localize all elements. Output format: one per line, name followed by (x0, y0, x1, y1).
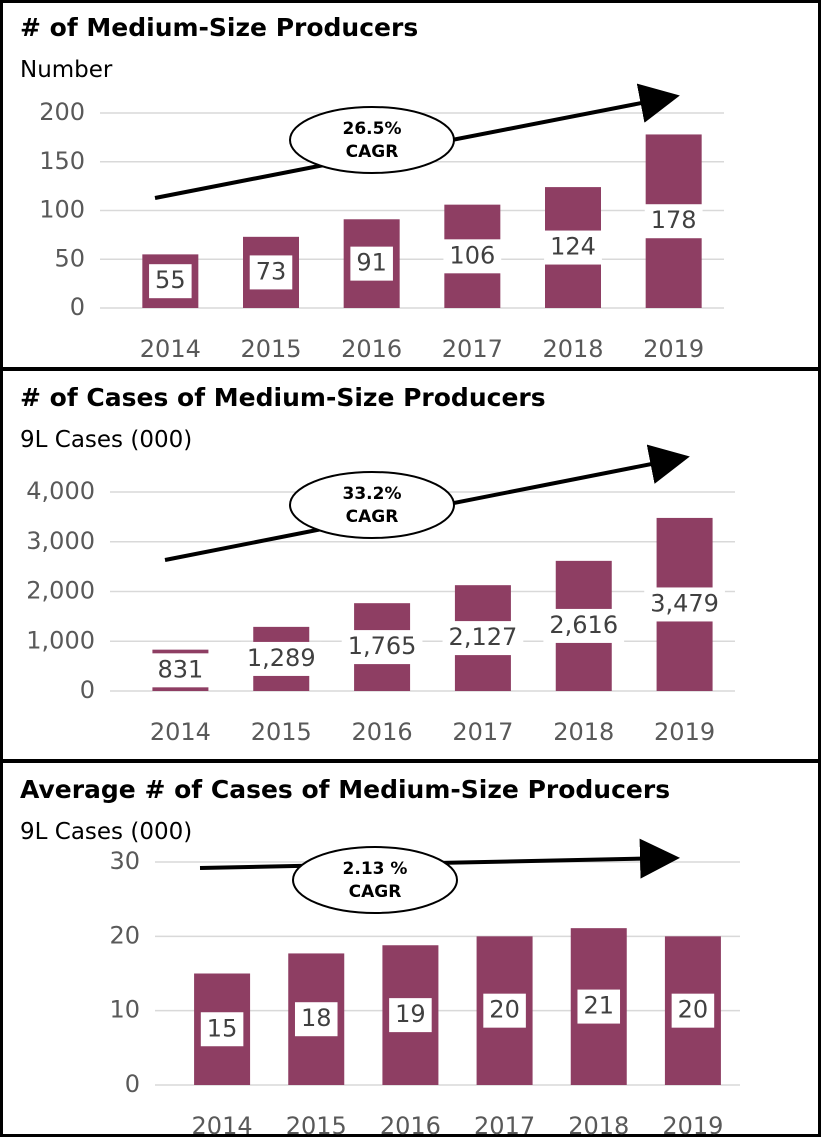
x-tick-label: 2017 (442, 335, 503, 363)
y-tick-label: 4,000 (26, 477, 95, 505)
value-label: 106 (449, 241, 495, 269)
cagr-bubble (289, 106, 455, 174)
x-tick-label: 2015 (286, 1112, 347, 1137)
cagr-value: 26.5% (343, 119, 402, 139)
value-label: 2,616 (549, 611, 618, 639)
x-tick-label: 2019 (654, 718, 715, 746)
y-tick-label: 20 (109, 921, 140, 949)
value-label: 124 (550, 233, 596, 261)
x-tick-label: 2018 (553, 718, 614, 746)
label-bg (151, 653, 210, 688)
cagr-label: CAGR (346, 507, 399, 527)
x-tick-label: 2014 (140, 335, 201, 363)
y-tick-label: 30 (109, 847, 140, 875)
y-tick-label: 0 (70, 293, 85, 321)
label-bg (350, 246, 393, 281)
label-bg (341, 630, 423, 665)
y-tick-label: 100 (39, 196, 85, 224)
value-label: 20 (678, 996, 709, 1024)
value-label: 73 (256, 257, 287, 285)
value-label: 55 (155, 266, 186, 294)
label-bg (577, 989, 621, 1024)
chart-title: # of Cases of Medium-Size Producers (20, 383, 546, 412)
y-tick-label: 50 (54, 244, 85, 272)
y-tick-label: 0 (80, 676, 95, 704)
axis-unit: 9L Cases (000) (20, 427, 192, 453)
label-bg (443, 239, 502, 274)
value-label: 20 (489, 996, 520, 1024)
label-bg (249, 255, 293, 290)
cagr-bubble (292, 846, 458, 914)
value-label: 91 (356, 249, 387, 277)
chart-title: Average # of Cases of Medium-Size Produc… (20, 775, 670, 804)
x-tick-label: 2018 (542, 335, 603, 363)
x-tick-label: 2015 (251, 718, 312, 746)
x-tick-label: 2016 (341, 335, 402, 363)
y-tick-label: 1,000 (26, 626, 95, 654)
x-tick-label: 2014 (150, 718, 211, 746)
x-tick-label: 2019 (662, 1112, 723, 1137)
value-label: 3,479 (650, 589, 719, 617)
x-tick-label: 2016 (352, 718, 413, 746)
value-label: 2,127 (449, 623, 518, 651)
x-tick-label: 2014 (192, 1112, 253, 1137)
x-tick-label: 2017 (452, 718, 513, 746)
label-bg (483, 993, 526, 1028)
y-tick-label: 200 (39, 98, 85, 126)
value-label: 18 (301, 1004, 332, 1032)
label-bg (442, 621, 524, 656)
label-bg (294, 1002, 338, 1037)
value-label: 178 (651, 206, 697, 234)
cagr-value: 2.13 % (343, 859, 408, 879)
value-label: 1,765 (348, 632, 417, 660)
x-tick-label: 2017 (474, 1112, 535, 1137)
y-tick-label: 10 (109, 996, 140, 1024)
label-bg (644, 204, 703, 239)
value-label: 19 (395, 1000, 426, 1028)
label-bg (200, 1012, 244, 1047)
label-bg (389, 998, 432, 1033)
label-bg (644, 587, 725, 622)
cagr-value: 33.2% (343, 484, 402, 504)
y-tick-label: 2,000 (26, 577, 95, 605)
axis-unit: Number (20, 57, 113, 83)
value-label: 1,289 (247, 644, 316, 672)
y-tick-label: 3,000 (26, 527, 95, 555)
x-tick-label: 2018 (568, 1112, 629, 1137)
cagr-bubble (289, 471, 455, 539)
chart-title: # of Medium-Size Producers (20, 13, 418, 42)
label-bg (149, 264, 192, 299)
label-bg (544, 230, 602, 265)
x-tick-label: 2019 (643, 335, 704, 363)
y-tick-label: 0 (125, 1070, 140, 1098)
value-label: 15 (207, 1014, 238, 1042)
label-bg (671, 993, 715, 1028)
y-tick-label: 150 (39, 147, 85, 175)
cagr-label: CAGR (349, 882, 402, 902)
label-bg (240, 641, 322, 676)
value-label: 831 (158, 655, 204, 683)
value-label: 21 (583, 992, 614, 1020)
x-tick-label: 2016 (380, 1112, 441, 1137)
x-tick-label: 2015 (240, 335, 301, 363)
label-bg (543, 608, 625, 643)
cagr-label: CAGR (346, 142, 399, 162)
axis-unit: 9L Cases (000) (20, 819, 192, 845)
